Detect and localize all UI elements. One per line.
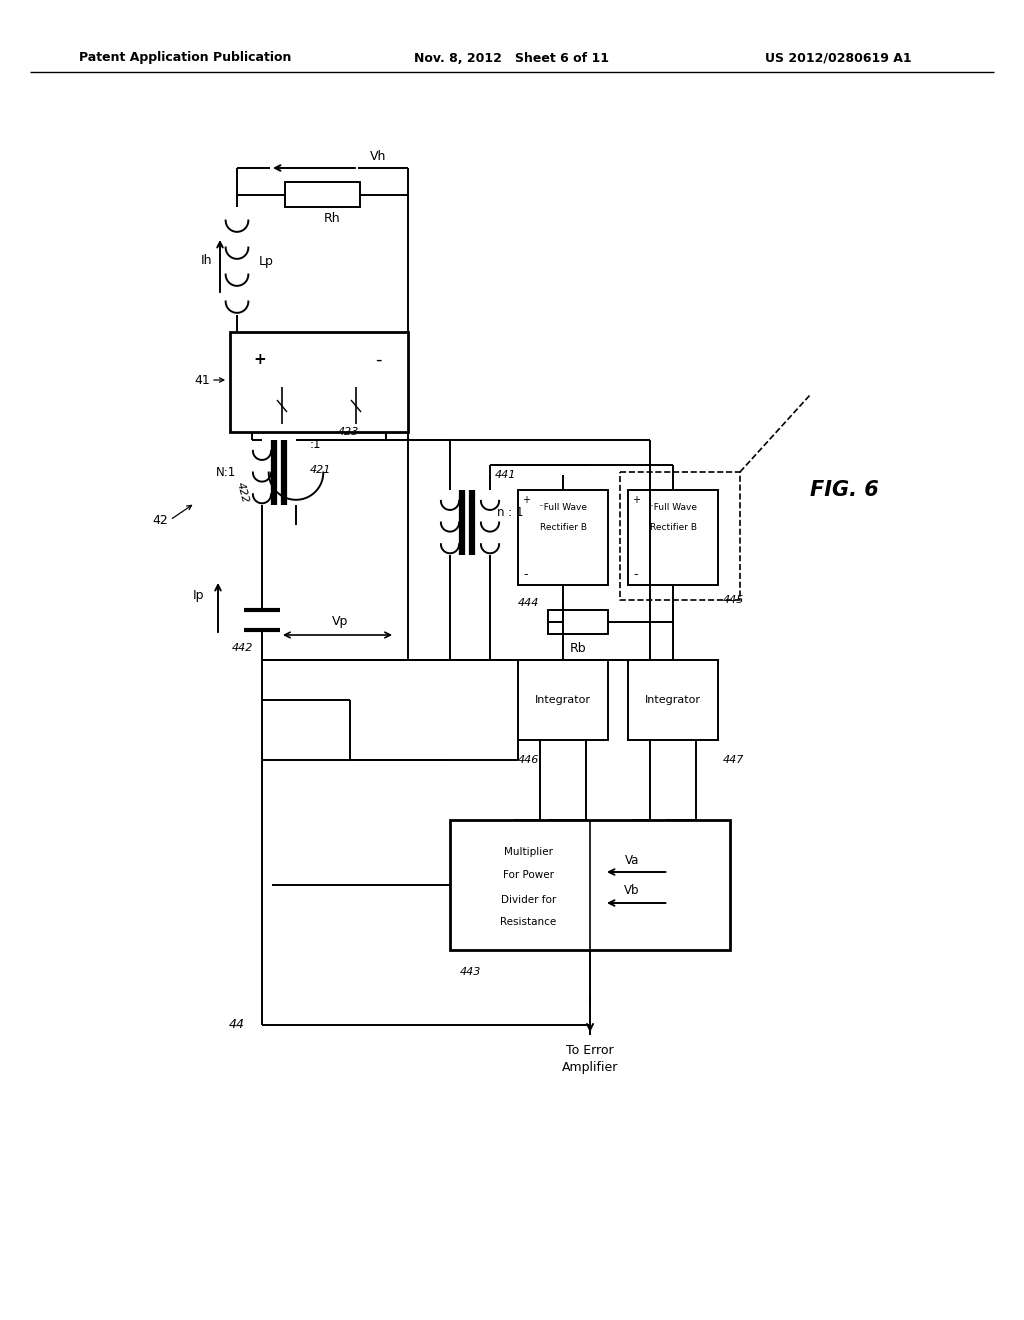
Text: Va: Va [625, 854, 639, 866]
Text: N:1: N:1 [216, 466, 237, 479]
Text: Rectifier B: Rectifier B [649, 524, 696, 532]
Text: Vh: Vh [370, 150, 386, 162]
Text: Ih: Ih [201, 253, 212, 267]
Bar [230, 333, 408, 432]
Bar [628, 490, 718, 585]
Text: 42: 42 [153, 513, 168, 527]
Text: n : 1: n : 1 [497, 506, 523, 519]
Text: Amplifier: Amplifier [562, 1061, 618, 1074]
Text: 446: 446 [518, 755, 540, 766]
Text: Patent Application Publication: Patent Application Publication [79, 51, 291, 65]
Text: 443: 443 [460, 968, 481, 977]
Text: Vb: Vb [625, 883, 640, 896]
Text: Resistance: Resistance [501, 917, 556, 927]
Text: Rb: Rb [569, 642, 587, 655]
Text: 423: 423 [337, 426, 358, 437]
Text: 421: 421 [309, 465, 331, 475]
Text: +: + [522, 495, 530, 506]
Text: Multiplier: Multiplier [504, 847, 553, 857]
Text: -: - [523, 569, 528, 582]
Text: To Error: To Error [566, 1044, 613, 1056]
Bar [628, 660, 718, 741]
Text: 444: 444 [518, 598, 540, 609]
Text: Integrator: Integrator [535, 696, 591, 705]
Bar [548, 610, 608, 634]
Text: Integrator: Integrator [645, 696, 701, 705]
Text: Rh: Rh [325, 213, 341, 226]
Bar [285, 182, 360, 207]
Text: Rectifier B: Rectifier B [540, 524, 587, 532]
Text: Nov. 8, 2012   Sheet 6 of 11: Nov. 8, 2012 Sheet 6 of 11 [415, 51, 609, 65]
Text: 442: 442 [232, 643, 253, 653]
Text: Divider for: Divider for [501, 895, 556, 906]
Text: 44: 44 [229, 1019, 245, 1031]
Text: +: + [632, 495, 640, 506]
Text: ⁻Full Wave: ⁻Full Wave [539, 503, 587, 512]
Text: FIG. 6: FIG. 6 [810, 480, 879, 500]
Text: Vp: Vp [332, 615, 348, 627]
Text: 422: 422 [234, 480, 250, 504]
Bar [450, 820, 730, 950]
Text: 441: 441 [495, 470, 516, 480]
Text: For Power: For Power [503, 870, 554, 880]
Text: 41: 41 [195, 374, 210, 387]
Bar [518, 660, 608, 741]
Text: +: + [254, 352, 266, 367]
Bar [518, 490, 608, 585]
Text: US 2012/0280619 A1: US 2012/0280619 A1 [765, 51, 911, 65]
Text: Ip: Ip [193, 589, 204, 602]
Text: Lp: Lp [259, 255, 273, 268]
Text: -: - [634, 569, 638, 582]
Text: :1: :1 [309, 438, 321, 451]
Text: 447: 447 [723, 755, 744, 766]
Text: -: - [375, 351, 381, 370]
Text: 445: 445 [723, 595, 744, 605]
Text: ⁻Full Wave: ⁻Full Wave [649, 503, 697, 512]
